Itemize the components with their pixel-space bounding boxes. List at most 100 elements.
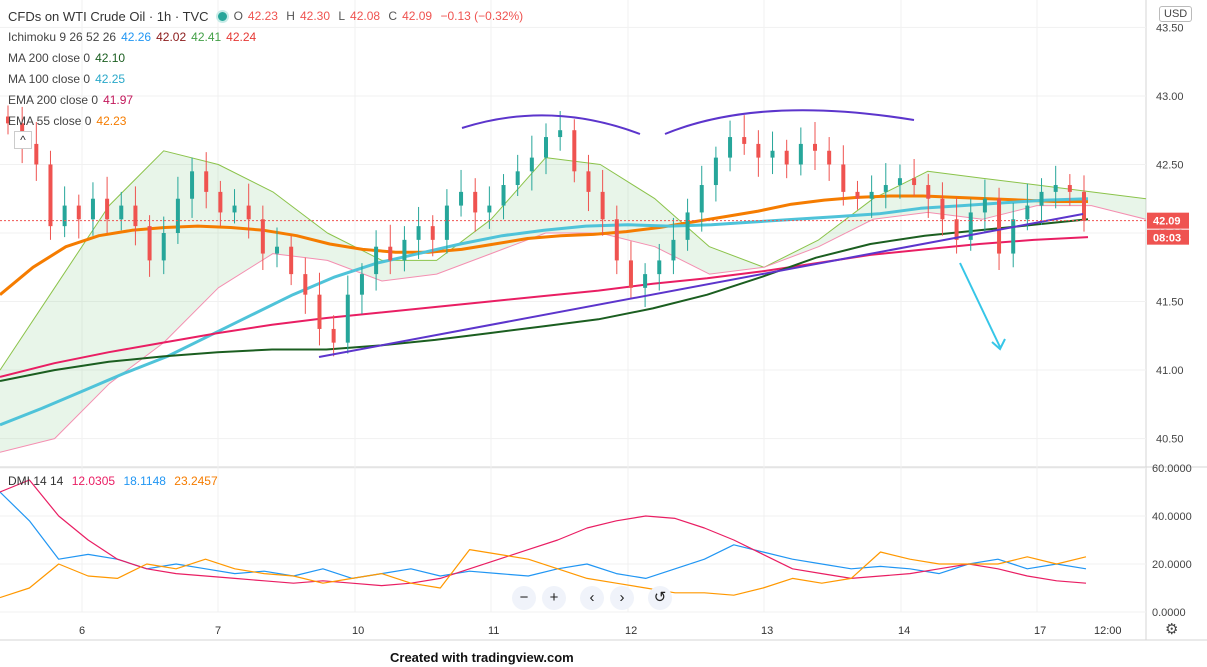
candle-body [657, 260, 662, 275]
reset-chart-button[interactable]: ↺ [648, 586, 672, 610]
ma100-legend[interactable]: MA 100 close 0 42.25 [8, 69, 533, 90]
candle-body [643, 274, 648, 288]
dmi-legend[interactable]: DMI 14 14 12.0305 18.1148 23.2457 [8, 474, 223, 488]
time-tick-label: 12 [625, 625, 637, 637]
candle-body [1025, 205, 1030, 220]
candle-body [473, 191, 478, 213]
ema200-label: EMA 200 close 0 [8, 93, 99, 107]
candle-body [572, 130, 577, 172]
candle-body [147, 226, 152, 261]
candle-body [1039, 191, 1044, 206]
scroll-forward-button[interactable]: › [610, 586, 634, 610]
candle-body [6, 116, 10, 124]
candle-body [105, 198, 110, 220]
dmi-value-3: 23.2457 [174, 474, 218, 488]
dmi-tick-label: 20.0000 [1152, 559, 1192, 571]
time-tick-label: 6 [79, 625, 85, 637]
candle-body [459, 191, 464, 206]
ma100-label: MA 100 close 0 [8, 72, 91, 86]
candle-body [62, 205, 67, 227]
price-tick-label: 42.50 [1156, 159, 1184, 171]
projection-arrowhead [991, 338, 1006, 351]
ema55-line [0, 194, 1088, 296]
candle-body [133, 205, 138, 227]
last-price-label: 42.09 [1153, 216, 1181, 228]
scroll-back-button[interactable]: ‹ [580, 586, 604, 610]
projection-arrow [959, 262, 1001, 348]
candle-body [855, 191, 860, 199]
dmi-tick-label: 60.0000 [1152, 463, 1192, 475]
ma200-legend[interactable]: MA 200 close 0 42.10 [8, 48, 533, 69]
collapse-legend-icon[interactable]: ^ [14, 131, 32, 149]
last-price-badge [1147, 212, 1189, 229]
candle-body [685, 212, 690, 240]
candle-body [926, 185, 931, 199]
candle-body [1082, 191, 1086, 221]
dmi-plus-line [0, 491, 1087, 580]
candle-body [260, 219, 265, 254]
time-tick-label: 12:00 [1094, 625, 1122, 637]
candle-body [190, 171, 195, 199]
open-value: 42.23 [247, 9, 278, 23]
ma200-value: 42.10 [95, 51, 126, 65]
chart-toolbar: − + ‹ › ↺ [512, 586, 672, 610]
chart-legend: CFDs on WTI Crude Oil · 1h · TVC O 42.23 … [8, 6, 533, 132]
candle-body [119, 205, 124, 220]
candle-body [232, 205, 237, 213]
candle-body [331, 328, 336, 343]
currency-button[interactable]: USD [1159, 6, 1193, 22]
candle-body [218, 191, 223, 213]
price-tick-label: 41.00 [1156, 365, 1184, 377]
candle-body [246, 205, 251, 220]
symbol-title[interactable]: CFDs on WTI Crude Oil · 1h · TVC [8, 9, 209, 24]
candle-body [161, 233, 166, 261]
candle-body [402, 239, 407, 261]
candle-body [1011, 219, 1016, 254]
candle-body [34, 143, 39, 165]
candle-body [982, 198, 987, 213]
candle-body [48, 164, 53, 227]
ichimoku-value-2: 42.02 [156, 30, 187, 44]
ichimoku-legend[interactable]: Ichimoku 9 26 52 26 42.26 42.02 42.41 42… [8, 27, 533, 48]
candle-body [827, 150, 832, 165]
ema55-legend[interactable]: EMA 55 close 0 42.23 [8, 111, 533, 132]
candle-body [529, 157, 534, 172]
zoom-in-button[interactable]: + [542, 586, 566, 610]
symbol-row: CFDs on WTI Crude Oil · 1h · TVC O 42.23 … [8, 6, 533, 27]
candle-body [558, 130, 563, 138]
candle-body [968, 212, 973, 240]
price-axis-bg [1146, 0, 1207, 667]
candle-body [487, 205, 492, 213]
ema55-label: EMA 55 close 0 [8, 114, 92, 128]
candle-body [728, 137, 733, 158]
candle-body [869, 191, 874, 199]
ema200-line [0, 236, 1089, 378]
candle-body [756, 143, 761, 158]
zoom-out-button[interactable]: − [512, 586, 536, 610]
dmi-label: DMI 14 14 [8, 474, 64, 488]
time-tick-label: 7 [215, 625, 221, 637]
ichimoku-cloud [0, 150, 1146, 453]
time-tick-label: 17 [1034, 625, 1046, 637]
candle-body [275, 246, 279, 254]
ohlc-values: O 42.23 H 42.30 L 42.08 C 42.09 −0.13 (−0.32… [234, 6, 529, 27]
candle-body [628, 260, 633, 288]
candle-body [90, 198, 95, 220]
ma100-value: 42.25 [95, 72, 126, 86]
high-value: 42.30 [299, 9, 330, 23]
ma200-line [0, 218, 1089, 382]
right-shoulder-arc [664, 109, 915, 135]
ichimoku-value-1: 42.26 [121, 30, 152, 44]
ema200-legend[interactable]: EMA 200 close 0 41.97 [8, 90, 533, 111]
close-value: 42.09 [402, 9, 433, 23]
candle-body [784, 150, 789, 165]
candle-body [897, 178, 902, 186]
gear-icon[interactable]: ⚙ [1165, 621, 1179, 638]
time-tick-label: 11 [488, 625, 499, 637]
ema55-value: 42.23 [96, 114, 127, 128]
ascending-trendline [318, 213, 1084, 358]
candle-body [345, 294, 350, 343]
change-value: −0.13 (−0.32%) [440, 9, 524, 23]
candle-body [1053, 185, 1058, 192]
